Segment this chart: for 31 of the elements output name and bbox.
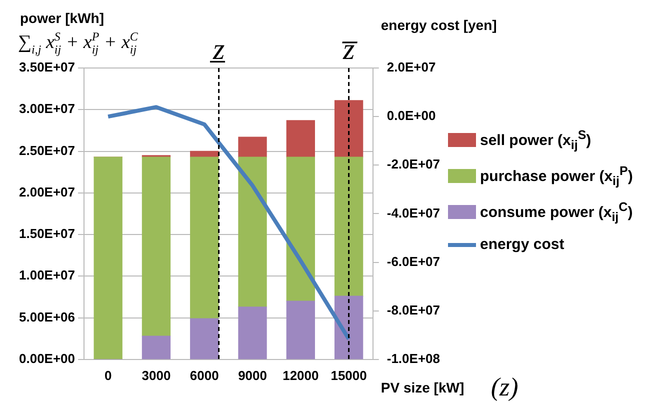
text: (z) xyxy=(490,372,518,402)
y-tick-label: 2.50E+07 xyxy=(18,142,76,158)
y2-tick-label: -1.0E+08 xyxy=(386,350,440,366)
x-tick-label: 3000 xyxy=(142,368,171,383)
y-tick-label: 5.00E+06 xyxy=(18,309,76,324)
y2-tick-label: -8.0E+07 xyxy=(386,302,440,318)
y2-tick-label: -2.0E+07 xyxy=(386,156,440,172)
y-tick-label: 1.00E+07 xyxy=(18,268,76,283)
y2-axis-title: energy cost [yen] xyxy=(380,17,497,33)
y-axis-title: power [kWh] xyxy=(20,10,104,26)
ref-line-label: z̲ xyxy=(209,32,226,66)
y2-tick-label: -4.0E+07 xyxy=(386,205,440,220)
y-tick-label: 2.00E+07 xyxy=(18,184,76,200)
y-tick-label: 0.00E+00 xyxy=(18,350,76,366)
x-axis-title: PV size [kW] xyxy=(380,379,464,396)
legend-label: consume power (x$_{ij}$$^{C}$) xyxy=(480,200,633,224)
x-tick-label: 0 xyxy=(104,368,112,383)
y-tick-label: 1.50E+07 xyxy=(18,226,76,242)
x-tick-label: 6000 xyxy=(190,368,219,383)
y2-tick-label: -6.0E+07 xyxy=(386,254,440,269)
legend-label: purchase power (x$_{ij}$$^{P}$) xyxy=(480,164,633,188)
ref-line-label: z̅ xyxy=(341,32,358,66)
x-tick-label: 9000 xyxy=(238,368,267,383)
y-tick-label: 3.00E+07 xyxy=(18,101,76,116)
x-tick-label: 12000 xyxy=(282,368,319,383)
y-tick-label: 3.50E+07 xyxy=(18,60,76,75)
legend-label: energy cost xyxy=(480,236,564,253)
y2-tick-label: 2.0E+07 xyxy=(386,60,436,75)
legend-label: sell power (x$_{ij}$$^{S}$) xyxy=(480,128,592,152)
x-tick-label: 15000 xyxy=(330,368,367,383)
y2-tick-label: 0.0E+00 xyxy=(386,108,436,124)
